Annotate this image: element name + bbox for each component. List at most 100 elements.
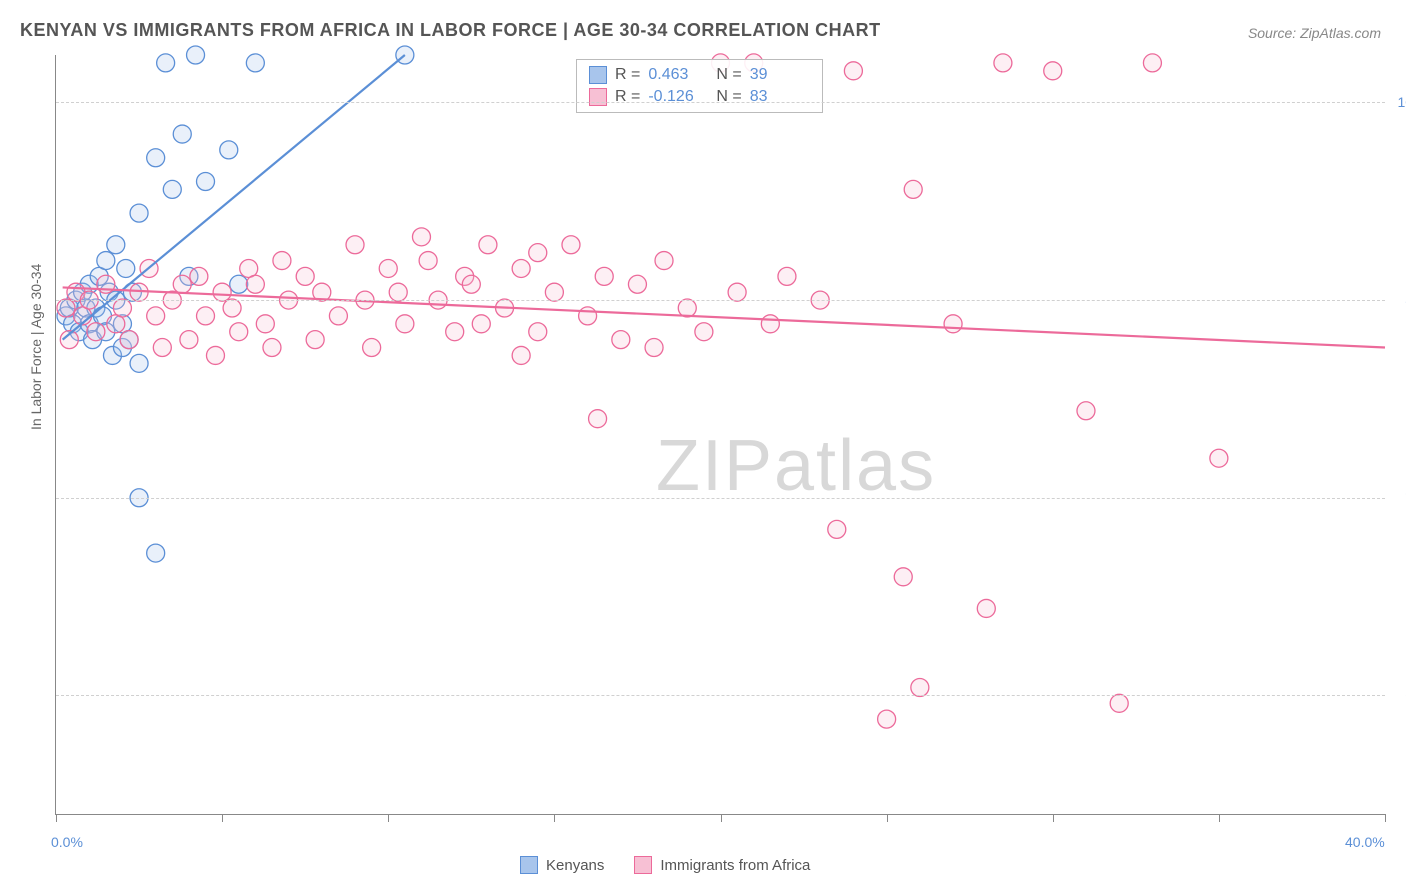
- x-tick: [1053, 814, 1054, 822]
- scatter-point: [157, 54, 175, 72]
- stats-row-series-0: R = 0.463 N = 39: [589, 64, 810, 86]
- scatter-point: [761, 315, 779, 333]
- legend-item-1: Immigrants from Africa: [634, 856, 810, 874]
- scatter-point: [296, 267, 314, 285]
- scatter-point: [130, 204, 148, 222]
- scatter-point: [130, 354, 148, 372]
- scatter-point: [589, 410, 607, 428]
- scatter-point: [153, 339, 171, 357]
- scatter-point: [273, 252, 291, 270]
- scatter-point: [329, 307, 347, 325]
- scatter-point: [904, 180, 922, 198]
- scatter-point: [479, 236, 497, 254]
- x-tick: [1219, 814, 1220, 822]
- source-attribution: Source: ZipAtlas.com: [1248, 25, 1381, 41]
- x-tick: [554, 814, 555, 822]
- x-tick-label: 0.0%: [51, 834, 83, 850]
- scatter-point: [213, 283, 231, 301]
- scatter-point: [206, 346, 224, 364]
- scatter-point: [230, 323, 248, 341]
- scatter-point: [87, 323, 105, 341]
- scatter-point: [728, 283, 746, 301]
- scatter-point: [363, 339, 381, 357]
- legend-item-0: Kenyans: [520, 856, 604, 874]
- scatter-point: [579, 307, 597, 325]
- scatter-point: [263, 339, 281, 357]
- legend-label-0: Kenyans: [546, 857, 604, 874]
- chart-title: KENYAN VS IMMIGRANTS FROM AFRICA IN LABO…: [20, 20, 881, 41]
- scatter-point: [1110, 694, 1128, 712]
- scatter-point: [695, 323, 713, 341]
- scatter-point: [173, 125, 191, 143]
- x-tick-label: 40.0%: [1345, 834, 1385, 850]
- gridline-h: [56, 695, 1385, 696]
- scatter-point: [120, 331, 138, 349]
- stat-r-label: R =: [615, 66, 640, 84]
- scatter-point: [419, 252, 437, 270]
- scatter-point: [977, 599, 995, 617]
- scatter-point: [472, 315, 490, 333]
- scatter-point: [197, 307, 215, 325]
- scatter-point: [545, 283, 563, 301]
- x-tick: [388, 814, 389, 822]
- scatter-point: [147, 307, 165, 325]
- swatch-series-0: [589, 66, 607, 84]
- y-tick-label: 62.5%: [1390, 687, 1406, 703]
- scatter-point: [412, 228, 430, 246]
- scatter-point: [1210, 449, 1228, 467]
- scatter-point: [628, 275, 646, 293]
- legend-swatch-0: [520, 856, 538, 874]
- x-tick: [222, 814, 223, 822]
- scatter-point: [147, 149, 165, 167]
- scatter-point: [306, 331, 324, 349]
- scatter-point: [113, 299, 131, 317]
- scatter-point: [878, 710, 896, 728]
- stats-legend-box: R = 0.463 N = 39 R = -0.126 N = 83: [576, 59, 823, 113]
- scatter-point: [778, 267, 796, 285]
- scatter-point: [1077, 402, 1095, 420]
- y-tick-label: 87.5%: [1390, 292, 1406, 308]
- stat-r-value-0: 0.463: [648, 66, 708, 84]
- gridline-h: [56, 498, 1385, 499]
- scatter-point: [595, 267, 613, 285]
- y-tick-label: 75.0%: [1390, 490, 1406, 506]
- scatter-point: [944, 315, 962, 333]
- scatter-point: [655, 252, 673, 270]
- gridline-h: [56, 300, 1385, 301]
- stat-n-label: N =: [716, 66, 741, 84]
- scatter-point: [1044, 62, 1062, 80]
- plot-area: ZIPatlas R = 0.463 N = 39 R = -0.126 N =…: [55, 55, 1385, 815]
- scatter-point: [173, 275, 191, 293]
- scatter-point: [994, 54, 1012, 72]
- y-tick-label: 100.0%: [1390, 94, 1406, 110]
- bottom-legend: Kenyans Immigrants from Africa: [520, 856, 810, 874]
- scatter-point: [529, 244, 547, 262]
- chart-svg: [56, 55, 1385, 814]
- scatter-point: [117, 259, 135, 277]
- scatter-point: [246, 275, 264, 293]
- scatter-point: [529, 323, 547, 341]
- scatter-point: [187, 46, 205, 64]
- scatter-point: [147, 544, 165, 562]
- scatter-point: [346, 236, 364, 254]
- scatter-point: [512, 346, 530, 364]
- scatter-point: [220, 141, 238, 159]
- x-tick: [721, 814, 722, 822]
- scatter-point: [678, 299, 696, 317]
- scatter-point: [396, 315, 414, 333]
- legend-label-1: Immigrants from Africa: [660, 857, 810, 874]
- scatter-point: [197, 173, 215, 191]
- scatter-point: [512, 259, 530, 277]
- x-tick: [887, 814, 888, 822]
- y-axis-label: In Labor Force | Age 30-34: [28, 264, 44, 430]
- scatter-point: [107, 236, 125, 254]
- x-tick: [56, 814, 57, 822]
- trend-line: [63, 55, 405, 340]
- scatter-point: [1143, 54, 1161, 72]
- scatter-point: [246, 54, 264, 72]
- scatter-point: [223, 299, 241, 317]
- stats-row-series-1: R = -0.126 N = 83: [589, 86, 810, 108]
- scatter-point: [844, 62, 862, 80]
- scatter-point: [256, 315, 274, 333]
- stat-n-value-0: 39: [750, 66, 810, 84]
